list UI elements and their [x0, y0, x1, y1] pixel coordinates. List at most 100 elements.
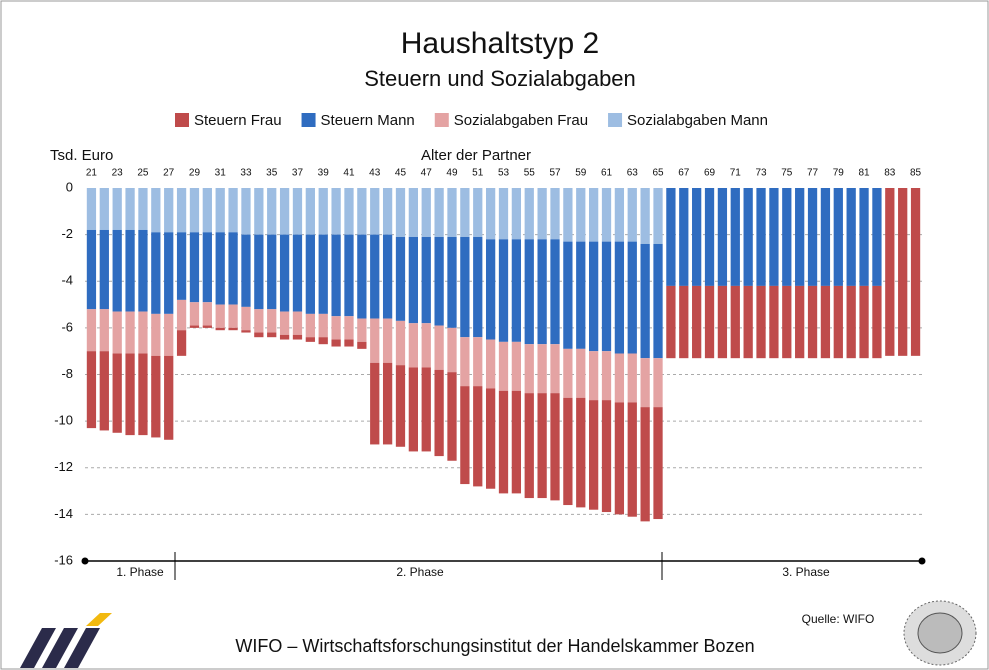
bar-segment: [859, 285, 869, 359]
y-tick-label: -2: [61, 226, 73, 241]
bar-segment: [460, 386, 470, 485]
x-tick-label: 25: [137, 168, 149, 179]
bar-segment: [898, 188, 908, 356]
bar-segment: [447, 327, 457, 373]
bar-segment: [99, 188, 109, 230]
bar-segment: [241, 234, 251, 307]
bar-segment: [421, 188, 431, 237]
bar-segment: [550, 239, 560, 345]
bar-segment: [653, 243, 663, 359]
phase-label: 1. Phase: [116, 565, 164, 579]
bar-segment: [189, 188, 200, 233]
bar-segment: [640, 358, 650, 408]
x-tick-label: 39: [318, 168, 330, 179]
bar-segment: [666, 188, 676, 286]
x-tick-label: 31: [215, 168, 227, 179]
bar-segment: [511, 188, 522, 240]
bar-segment: [241, 330, 251, 333]
bar-segment: [434, 325, 444, 370]
bar-segment: [138, 229, 148, 312]
legend-swatch: [175, 113, 189, 127]
y-tick-label: -4: [61, 273, 73, 288]
bar-segment: [782, 188, 792, 286]
bar-segment: [524, 239, 534, 345]
bar-segment: [408, 236, 418, 324]
bar-segment: [408, 367, 418, 452]
bar-segment: [279, 311, 290, 335]
bar-segment: [485, 388, 496, 489]
bar-segment: [846, 285, 856, 359]
x-tick-label: 37: [292, 168, 304, 179]
bar-segment: [614, 353, 625, 403]
legend-label: Steuern Mann: [321, 112, 415, 129]
bar-segment: [589, 351, 599, 401]
bar-segment: [318, 188, 328, 235]
bar-segment: [614, 402, 625, 515]
bar-segment: [730, 285, 740, 359]
x-tick-label: 57: [549, 168, 561, 179]
bar-segment: [717, 285, 728, 359]
seal: [903, 600, 977, 666]
bar-segment: [151, 313, 161, 356]
bar-segment: [331, 188, 341, 235]
legend-swatch: [434, 113, 449, 127]
bar-segment: [627, 241, 637, 354]
bar-segment: [267, 188, 277, 235]
bar-segment: [395, 188, 406, 237]
x-tick-label: 83: [884, 168, 896, 179]
bar-segment: [447, 236, 457, 328]
bar-segment: [653, 358, 663, 408]
bar-segment: [228, 232, 238, 305]
bar-segment: [99, 229, 109, 310]
bar-segment: [357, 341, 367, 349]
x-tick-label: 47: [421, 168, 433, 179]
bar-segment: [151, 232, 161, 314]
bar-segment: [563, 188, 573, 242]
x-tick-label: 23: [112, 168, 124, 179]
bar-segment: [601, 241, 612, 352]
bar-segment: [872, 188, 882, 286]
bar-segment: [189, 325, 200, 328]
bar-segment: [743, 285, 753, 359]
bar-segment: [112, 229, 122, 312]
bar-segment: [408, 188, 418, 237]
bar-segment: [601, 351, 612, 401]
axis-dot: [918, 557, 926, 565]
bar-segment: [511, 341, 522, 391]
bar-segment: [344, 339, 354, 347]
bar-segment: [485, 339, 496, 389]
bar-segment: [292, 334, 303, 340]
bar-segment: [537, 344, 547, 394]
x-tick-label: 43: [369, 168, 381, 179]
bar-segment: [215, 232, 225, 305]
bar-segment: [589, 400, 599, 510]
x-tick-label: 61: [601, 168, 613, 179]
bar-segment: [807, 285, 818, 359]
bar-segment: [679, 285, 689, 359]
bar-segment: [563, 241, 573, 349]
y-tick-label: -6: [61, 319, 73, 334]
bar-segment: [382, 188, 393, 235]
bar-segment: [485, 239, 496, 340]
bar-segment: [189, 232, 200, 303]
bar-segment: [511, 390, 522, 494]
bar-segment: [344, 234, 354, 317]
x-tick-label: 85: [910, 168, 922, 179]
bar-segment: [885, 188, 895, 356]
bar-segment: [769, 285, 779, 359]
y-tick-label: -8: [61, 366, 73, 381]
bar-segment: [640, 243, 650, 359]
bar-segment: [795, 285, 805, 359]
y-axis-label: Tsd. Euro: [50, 147, 113, 164]
legend-swatch: [301, 113, 316, 127]
bar-segment: [202, 188, 212, 233]
bar-segment: [524, 188, 534, 240]
bar-segment: [434, 369, 444, 457]
bar-segment: [215, 188, 225, 233]
bar-segment: [151, 355, 161, 438]
bar-segment: [498, 341, 509, 391]
bar-segment: [601, 400, 612, 513]
bar-segment: [125, 353, 135, 436]
bar-segment: [473, 386, 483, 487]
